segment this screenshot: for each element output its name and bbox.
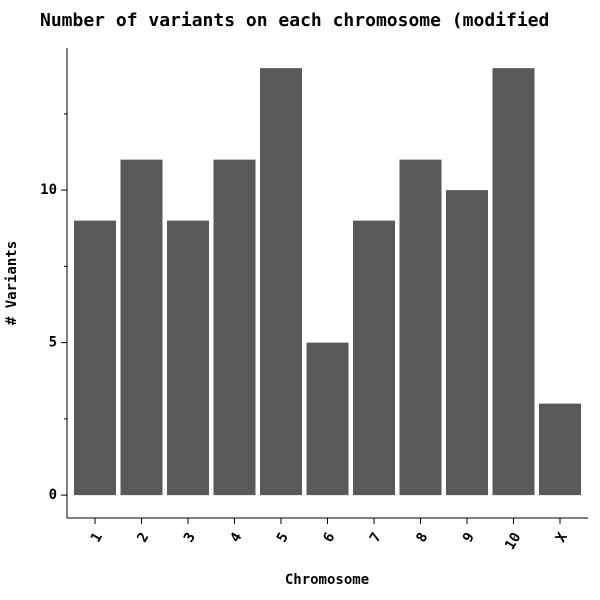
bar bbox=[492, 68, 535, 496]
chart-title: Number of variants on each chromosome (m… bbox=[40, 10, 549, 31]
bar bbox=[399, 159, 442, 496]
x-tick-label: 9 bbox=[460, 530, 478, 545]
bar bbox=[260, 68, 302, 496]
bar bbox=[539, 403, 581, 496]
x-axis-label: Chromosome bbox=[285, 572, 369, 588]
bar bbox=[353, 220, 395, 496]
x-tick-label: 1 bbox=[88, 530, 106, 545]
bar bbox=[306, 342, 349, 496]
bar bbox=[213, 159, 256, 496]
bar bbox=[74, 220, 116, 496]
x-tick-label: 4 bbox=[227, 530, 245, 545]
x-tick-label: 5 bbox=[274, 530, 292, 545]
x-tick-label: 3 bbox=[181, 530, 199, 545]
x-tick-label: 8 bbox=[413, 530, 431, 545]
bar bbox=[446, 190, 488, 496]
bar bbox=[120, 159, 163, 496]
y-tick-label: 5 bbox=[49, 335, 57, 351]
x-tick-label: 10 bbox=[502, 530, 524, 553]
x-tick-label: X bbox=[553, 530, 571, 546]
x-tick-label: 6 bbox=[320, 530, 338, 545]
x-tick-label: 2 bbox=[134, 530, 152, 545]
x-tick-label: 7 bbox=[367, 530, 385, 545]
y-axis-label: # Variants bbox=[4, 241, 20, 325]
y-tick-label: 10 bbox=[40, 182, 57, 198]
bar bbox=[167, 220, 209, 496]
y-tick-label: 0 bbox=[49, 487, 57, 503]
